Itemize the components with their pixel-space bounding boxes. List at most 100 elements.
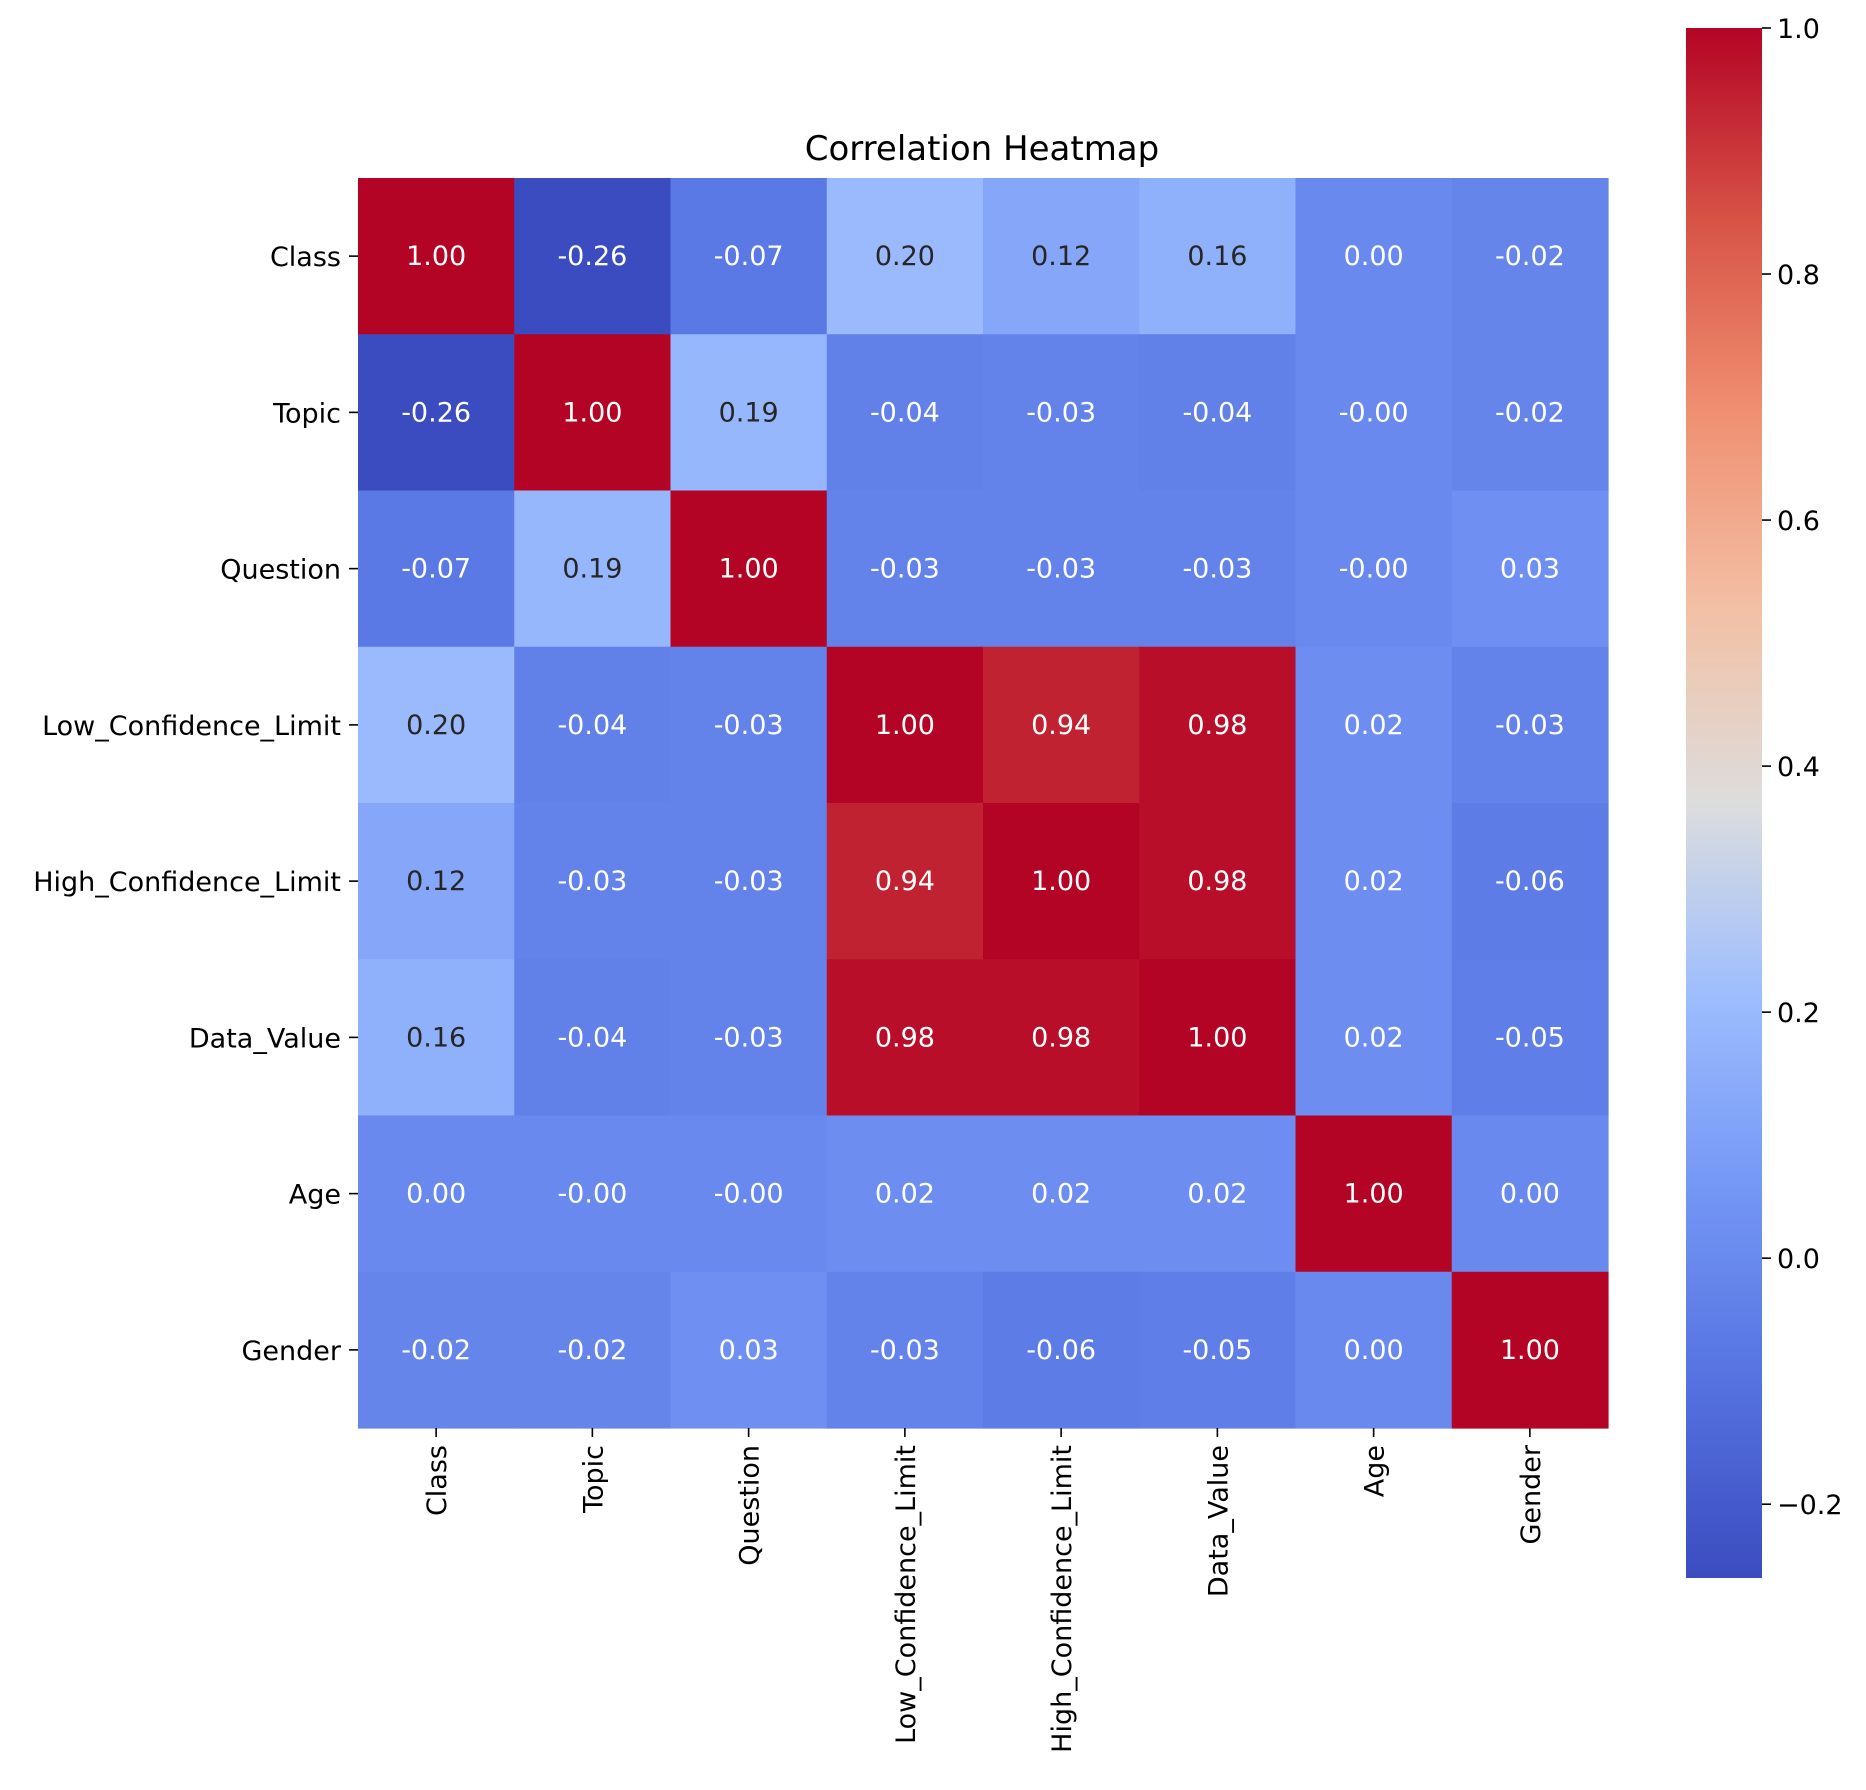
- heatmap-cell-question-data-value: [1139, 490, 1297, 648]
- heatmap-cell-high-confidence-limit-class: [358, 803, 515, 960]
- heatmap-cell-question-gender: [1451, 490, 1609, 648]
- heatmap-cell-class-high-confidence-limit: [983, 178, 1140, 335]
- cell-annotation: 1.00: [1344, 1179, 1404, 1210]
- colorbar-tick-label: 0.4: [1777, 752, 1820, 783]
- heatmap-cell-low-confidence-limit-age: [1295, 646, 1453, 804]
- cell-annotation: 1.00: [1187, 1022, 1247, 1053]
- cell-annotation: 0.94: [875, 866, 935, 897]
- chart-title: Correlation Heatmap: [805, 129, 1159, 169]
- cell-annotation: 0.98: [875, 1022, 935, 1053]
- cell-annotation: 0.94: [1031, 710, 1091, 741]
- x-tick-label-age: Age: [1360, 1445, 1391, 1497]
- cell-annotation: 0.02: [875, 1179, 935, 1210]
- cell-annotation: 0.12: [406, 866, 466, 897]
- cell-annotation: -0.03: [1182, 554, 1252, 585]
- heatmap-cell-class-age: [1295, 178, 1453, 335]
- cell-annotation: -0.03: [1026, 397, 1096, 428]
- cell-annotation: -0.04: [870, 397, 940, 428]
- heatmap-cell-age-low-confidence-limit: [826, 1115, 984, 1273]
- heatmap-cell-question-class: [358, 490, 515, 648]
- heatmap-cell-low-confidence-limit-topic: [514, 646, 672, 804]
- heatmap-cell-question-age: [1295, 490, 1453, 648]
- y-tick-label-data-value: Data_Value: [189, 1023, 341, 1054]
- x-axis-ticks: Class Topic Question Low_Confidence_Limit Hi…: [422, 1428, 1547, 1753]
- colorbar: −0.2 0.0 0.2 0.4 0.6 0.8 1.0: [1686, 14, 1843, 1578]
- heatmap-cell-question-question: [670, 490, 828, 648]
- heatmap-cell-high-confidence-limit-question: [670, 803, 828, 960]
- cell-annotation: -0.03: [870, 554, 940, 585]
- heatmap-cell-age-gender: [1451, 1115, 1609, 1273]
- colorbar-tick-label: 0.8: [1777, 260, 1820, 291]
- y-tick-label-low-confidence-limit: Low_Confidence_Limit: [42, 711, 341, 742]
- heatmap-cell-age-data-value: [1139, 1115, 1297, 1273]
- cell-annotation: -0.26: [401, 397, 471, 428]
- heatmap-cell-question-low-confidence-limit: [826, 490, 984, 648]
- cell-annotation: -0.04: [557, 710, 627, 741]
- heatmap-cell-class-topic: [514, 178, 672, 335]
- heatmap-cell-high-confidence-limit-gender: [1451, 803, 1609, 960]
- cell-annotation: 0.02: [1344, 1022, 1404, 1053]
- heatmap-cell-topic-data-value: [1139, 334, 1297, 492]
- heatmap-cell-low-confidence-limit-data-value: [1139, 646, 1297, 804]
- x-tick-label-data-value: Data_Value: [1203, 1445, 1234, 1597]
- heatmap-cell-age-topic: [514, 1115, 672, 1273]
- heatmap-cell-high-confidence-limit-low-confidence-limit: [826, 803, 984, 960]
- cell-annotation: -0.07: [714, 241, 784, 272]
- heatmap-cell-topic-question: [670, 334, 828, 492]
- heatmap-cell-class-data-value: [1139, 178, 1297, 335]
- heatmap-cell-data-value-question: [670, 959, 828, 1117]
- cell-annotation: -0.02: [401, 1335, 471, 1366]
- cell-annotation: 0.02: [1187, 1179, 1247, 1210]
- cell-annotation: -0.03: [557, 866, 627, 897]
- heatmap-cell-data-value-low-confidence-limit: [826, 959, 984, 1117]
- heatmap-cell-topic-gender: [1451, 334, 1609, 492]
- cell-annotation: -0.07: [401, 554, 471, 585]
- heatmap-cell-age-question: [670, 1115, 828, 1273]
- cell-annotation: 0.02: [1031, 1179, 1091, 1210]
- y-tick-label-age: Age: [289, 1180, 341, 1211]
- heatmap-cell-high-confidence-limit-data-value: [1139, 803, 1297, 960]
- cell-annotation: 0.20: [875, 241, 935, 272]
- y-axis-ticks: Class Topic Question Low_Confidence_Limit Hi…: [33, 242, 358, 1367]
- cell-annotation: 0.02: [1344, 866, 1404, 897]
- heatmap-cell-gender-topic: [514, 1271, 672, 1429]
- cell-annotation: -0.26: [557, 241, 627, 272]
- cell-annotation: 0.03: [1500, 554, 1560, 585]
- cell-annotation: -0.00: [1339, 554, 1409, 585]
- cell-annotation: -0.03: [714, 1022, 784, 1053]
- cell-annotation: 0.00: [1344, 1335, 1404, 1366]
- cell-annotation: 0.20: [406, 710, 466, 741]
- cell-annotation: -0.00: [557, 1179, 627, 1210]
- cell-annotation: 0.19: [562, 554, 622, 585]
- cell-annotation: -0.03: [1495, 710, 1565, 741]
- heatmap-cell-data-value-data-value: [1139, 959, 1297, 1117]
- cell-annotation: 0.00: [1344, 241, 1404, 272]
- cell-annotation: 0.00: [1500, 1179, 1560, 1210]
- cell-annotation: -0.06: [1026, 1335, 1096, 1366]
- cell-annotation: -0.00: [714, 1179, 784, 1210]
- cell-annotation: -0.03: [714, 710, 784, 741]
- colorbar-gradient: [1686, 28, 1762, 1578]
- cell-annotation: 0.02: [1344, 710, 1404, 741]
- colorbar-tick-label: 0.0: [1777, 1244, 1820, 1275]
- cell-annotation: -0.00: [1339, 397, 1409, 428]
- x-tick-label-question: Question: [735, 1445, 766, 1566]
- x-tick-label-low-confidence-limit: Low_Confidence_Limit: [891, 1445, 922, 1744]
- heatmap-cell-low-confidence-limit-gender: [1451, 646, 1609, 804]
- x-tick-label-class: Class: [422, 1445, 453, 1516]
- cell-annotation: 0.03: [719, 1335, 779, 1366]
- heatmap-cell-gender-age: [1295, 1271, 1453, 1429]
- heatmap-cell-high-confidence-limit-topic: [514, 803, 672, 960]
- heatmap-cells: [358, 178, 1609, 1429]
- heatmap-cell-question-high-confidence-limit: [983, 490, 1140, 648]
- cell-annotation: 1.00: [719, 554, 779, 585]
- heatmap-cell-low-confidence-limit-low-confidence-limit: [826, 646, 984, 804]
- heatmap-cell-data-value-age: [1295, 959, 1453, 1117]
- heatmap-cell-data-value-class: [358, 959, 515, 1117]
- heatmap-cell-class-class: [358, 178, 515, 335]
- heatmap-cell-gender-class: [358, 1271, 515, 1429]
- cell-annotation: -0.06: [1495, 866, 1565, 897]
- cell-annotation: -0.03: [870, 1335, 940, 1366]
- heatmap-cell-age-high-confidence-limit: [983, 1115, 1140, 1273]
